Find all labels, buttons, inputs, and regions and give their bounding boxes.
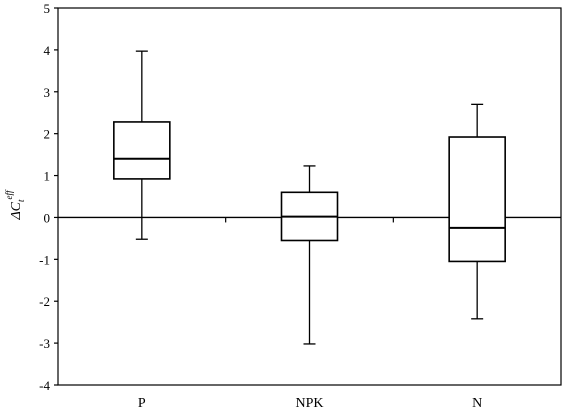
y-tick-label: 0 bbox=[44, 210, 51, 225]
x-category-label: P bbox=[138, 396, 146, 411]
y-tick-label: 2 bbox=[44, 127, 51, 142]
labels-layer: -4 -3 -2 -1 0 1 2 3 4 5 P NPK N bbox=[39, 1, 482, 411]
y-axis-label: ΔCteff bbox=[4, 189, 26, 221]
y-tick-label: -4 bbox=[39, 378, 50, 393]
box-p bbox=[113, 121, 171, 180]
y-tick-label: 5 bbox=[44, 1, 51, 16]
y-tick-label: 1 bbox=[44, 169, 51, 184]
axes-layer bbox=[54, 7, 562, 386]
y-tick-label: -2 bbox=[39, 294, 50, 309]
y-tick-label: 3 bbox=[44, 85, 51, 100]
y-tick-label: -1 bbox=[39, 252, 50, 267]
x-category-label: NPK bbox=[295, 396, 323, 411]
plot-frame bbox=[57, 7, 562, 386]
y-axis-label-subscript: t bbox=[16, 199, 26, 202]
boxes-layer bbox=[113, 50, 506, 345]
y-axis-label-base: ΔC bbox=[9, 201, 24, 220]
box-n bbox=[448, 136, 506, 263]
y-tick-label: -3 bbox=[39, 336, 50, 351]
x-category-label: N bbox=[472, 396, 482, 411]
y-axis-label-superscript: eff bbox=[4, 189, 14, 199]
y-tick-label: 4 bbox=[44, 43, 51, 58]
